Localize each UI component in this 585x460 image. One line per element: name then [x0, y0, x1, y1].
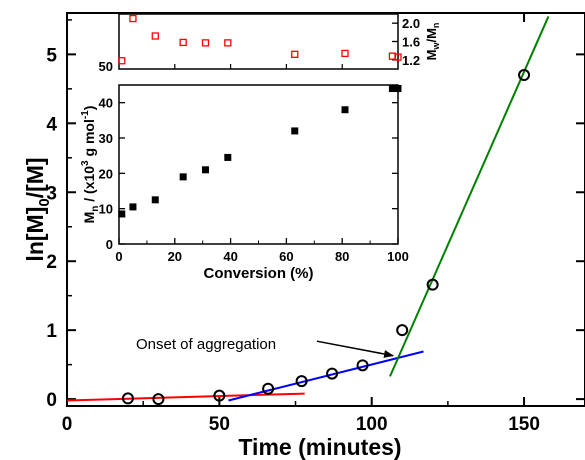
- main-x-tick-label: 150: [508, 414, 540, 435]
- inset-data-point-square: [179, 173, 187, 181]
- inset-top-y-tick-label: 2.0: [402, 16, 420, 31]
- inset-background: [114, 14, 404, 292]
- inset-top-data-point-square: [341, 49, 349, 58]
- data-point-circle: [213, 389, 226, 402]
- main-x-tick-label: 50: [209, 414, 230, 435]
- inset-x-axis-title: Conversion (%): [203, 265, 313, 282]
- inset-data-point-square: [118, 210, 126, 218]
- inset-top-data-point-square: [151, 32, 159, 40]
- main-y-tick-label: 0: [46, 390, 57, 411]
- inset-top-data-point-square: [201, 39, 210, 47]
- main-x-axis-title: Time (minutes): [238, 434, 401, 460]
- data-point-circle: [518, 69, 531, 82]
- main-x-tick-label: 0: [62, 414, 73, 435]
- fit-line-2: [228, 350, 424, 402]
- main-y-tick-label: 4: [46, 114, 57, 135]
- main-x-tick-label: 100: [356, 414, 388, 435]
- data-point-circle: [121, 392, 134, 405]
- inset-top-data-point-square: [291, 50, 299, 58]
- data-point-circle: [356, 359, 369, 372]
- inset-top-left-label: 50: [99, 59, 113, 74]
- inset-data-point-square: [201, 166, 209, 174]
- inset-x-tick-label: 60: [279, 249, 293, 264]
- inset-y-tick-label: 20: [99, 166, 113, 181]
- inset-y-axis-title: Mn / (x103 g mol-1): [80, 106, 101, 224]
- data-point-circle: [396, 324, 409, 337]
- inset-y-tick-label: 10: [99, 202, 113, 217]
- data-point-circle: [262, 382, 275, 395]
- main-y-axis-title: ln[M]0/[M]: [22, 157, 53, 261]
- inset-data-point-square: [224, 153, 232, 161]
- inset-top-data-point-square: [394, 53, 402, 61]
- data-point-circle: [426, 278, 439, 291]
- fit-line-3: [389, 16, 550, 377]
- annotation-arrow: [316, 340, 395, 358]
- main-y-tick-label: 1: [46, 321, 57, 342]
- inset-x-tick-label: 100: [387, 249, 409, 264]
- inset-data-point-square: [129, 203, 137, 211]
- inset-y-tick-label: 30: [99, 131, 113, 146]
- inset-top-y-axis-title: Mw/Mn: [424, 23, 441, 61]
- inset-x-tick-label: 40: [223, 249, 237, 264]
- inset-x-tick-label: 0: [115, 249, 122, 264]
- main-y-tick-label: 5: [46, 45, 57, 66]
- inset-data-point-square: [394, 85, 402, 93]
- inset-data-point-square: [291, 127, 299, 135]
- inset-top-y-tick-label: 1.6: [402, 35, 420, 50]
- inset-y-tick-label: 40: [99, 96, 113, 111]
- annotation-text: Onset of aggregation: [136, 336, 276, 353]
- data-point-circle: [326, 367, 339, 380]
- inset-data-point-square: [151, 196, 159, 204]
- inset-top-data-point-square: [179, 38, 187, 47]
- inset-data-point-square: [341, 106, 349, 114]
- inset-y-tick-label: 0: [106, 237, 113, 252]
- main-y-tick-label: 2: [46, 252, 57, 273]
- inset-top-data-point-square: [118, 57, 126, 65]
- inset-data-point-square: [388, 85, 396, 93]
- main-plot-frame: [66, 12, 585, 407]
- inset-top-y-tick-label: 1.2: [402, 53, 420, 68]
- data-point-circle: [152, 393, 165, 406]
- data-point-circle: [295, 375, 308, 388]
- fit-line-1: [66, 392, 305, 402]
- main-y-tick-label: 3: [46, 183, 57, 204]
- inset-top-data-point-square: [129, 14, 137, 23]
- inset-top-data-point-square: [224, 39, 232, 47]
- inset-x-tick-label: 20: [168, 249, 182, 264]
- inset-x-tick-label: 80: [335, 249, 349, 264]
